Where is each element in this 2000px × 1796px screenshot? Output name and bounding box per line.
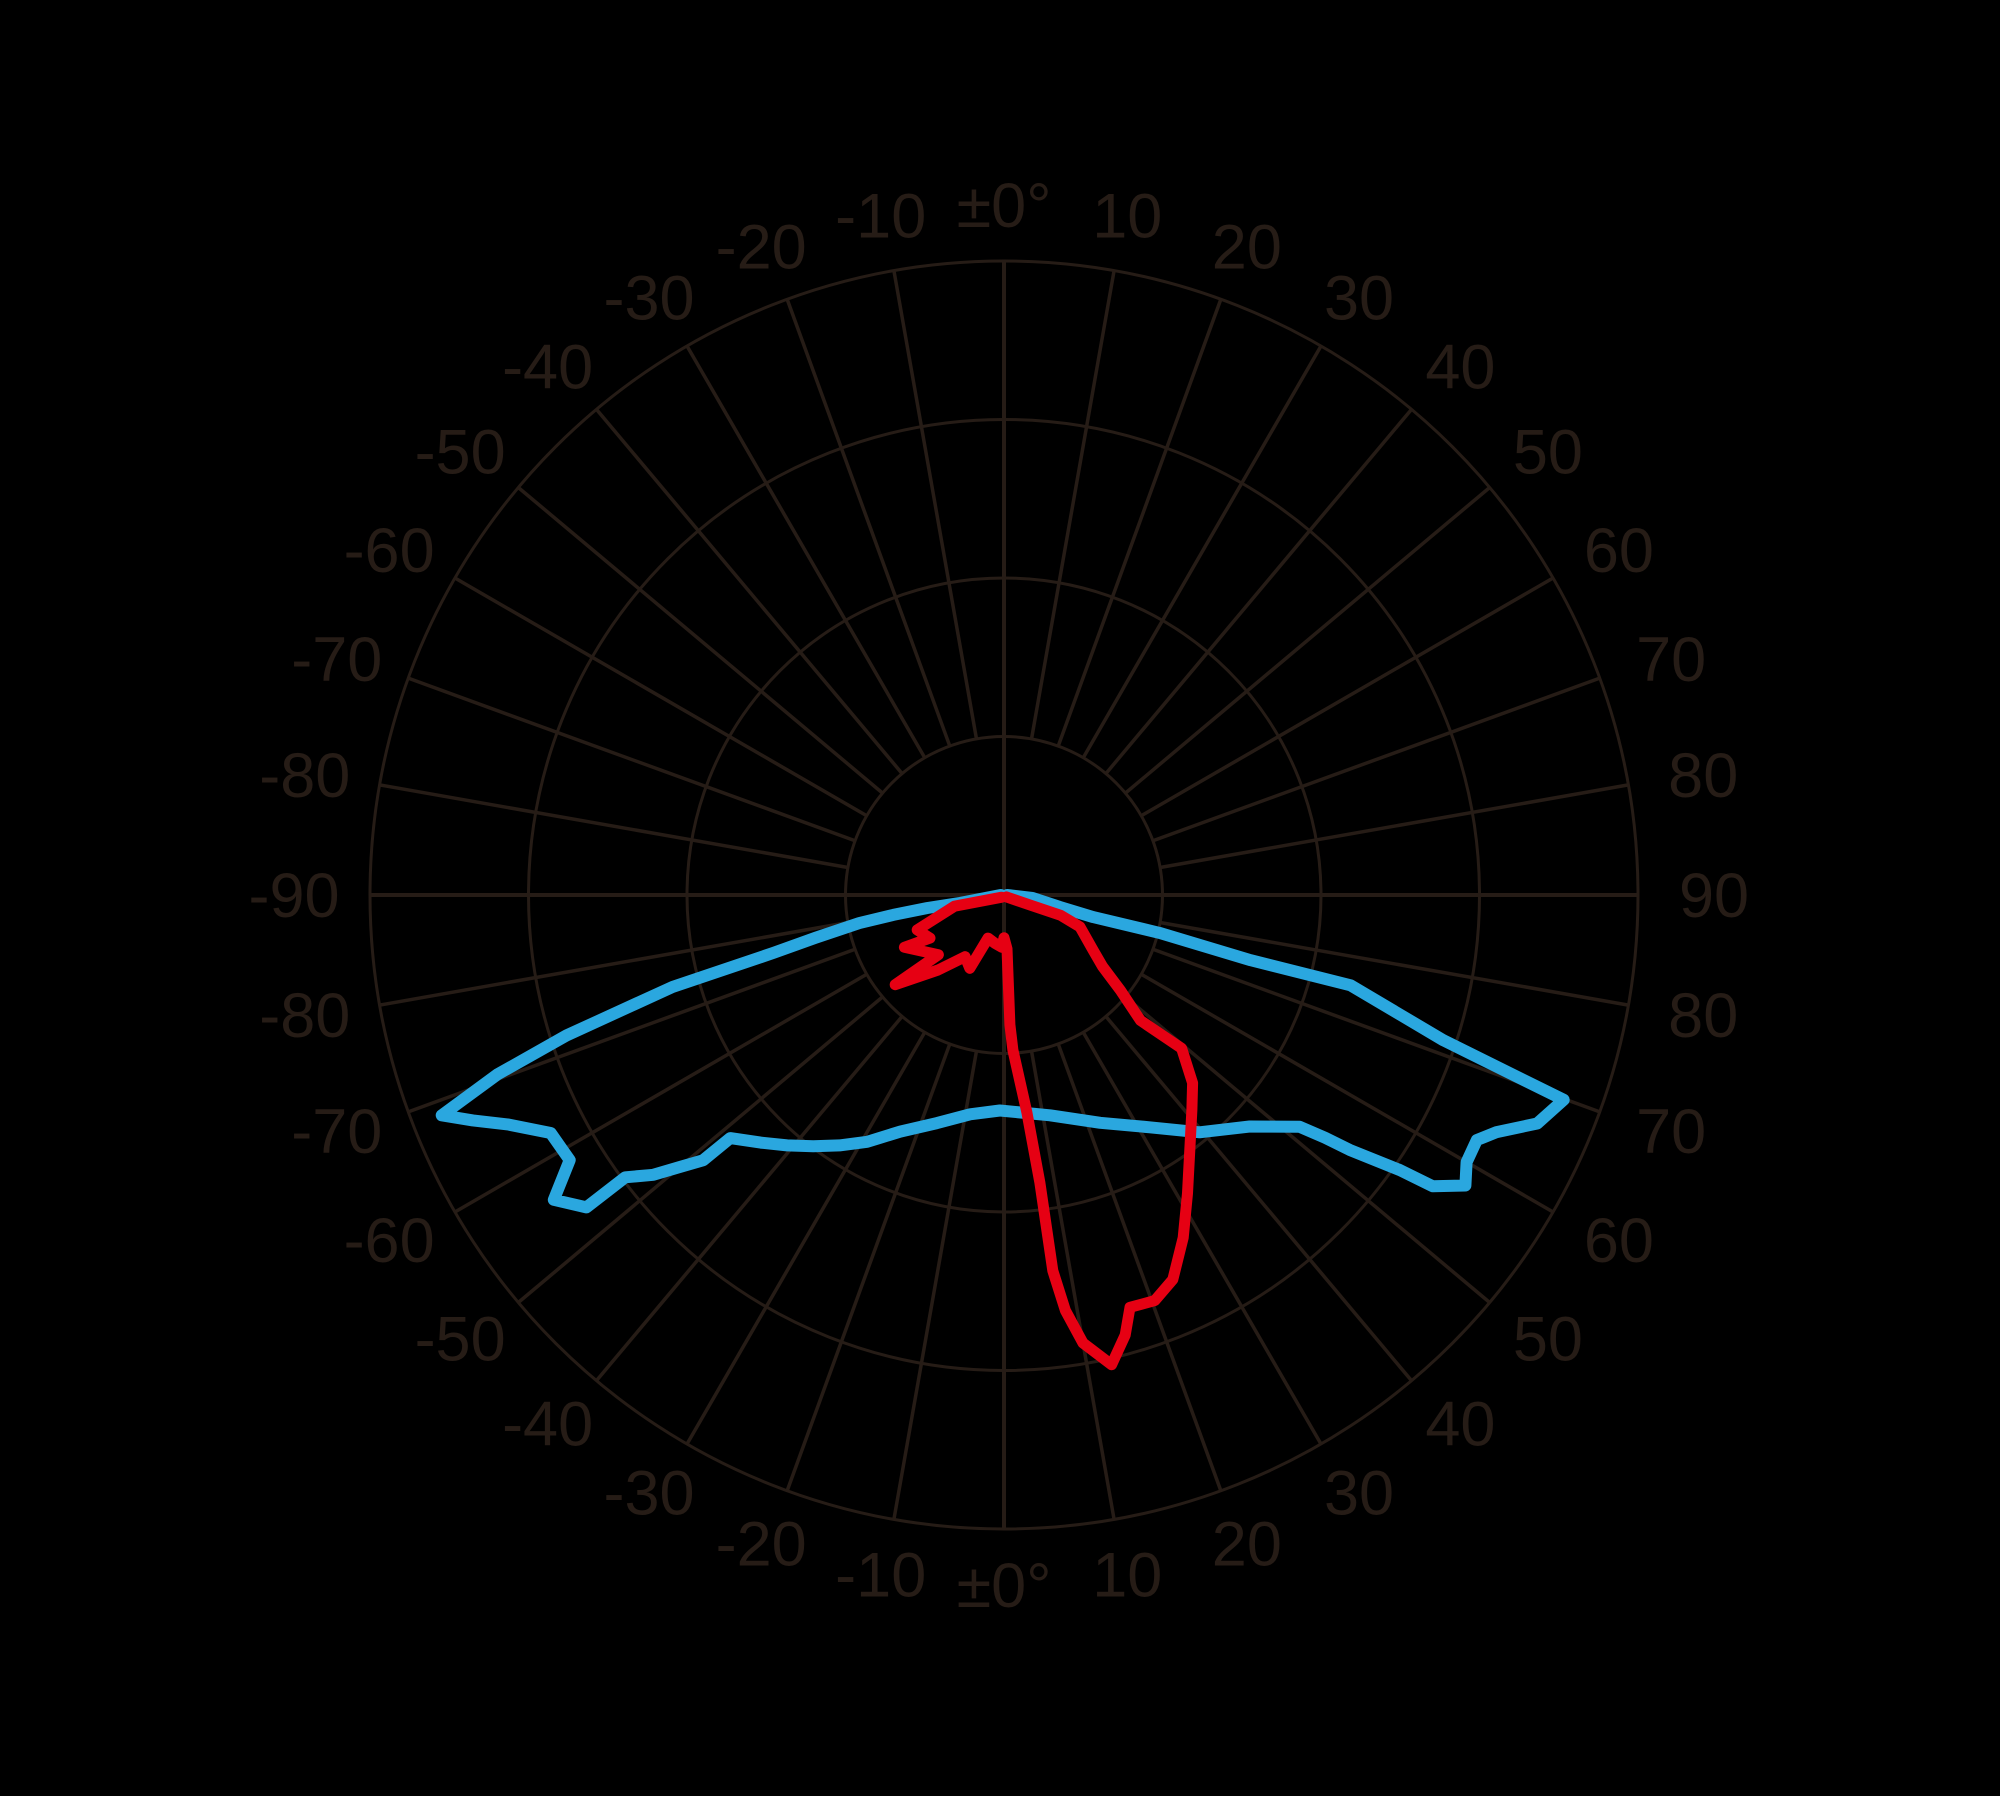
angle-label: 20 [1212,213,1282,283]
grid-radial-line [454,972,868,1214]
grid-radial-line [595,1015,904,1382]
grid-radial-line [379,920,849,1007]
angle-label: 50 [1513,418,1583,488]
blue-curve [435,889,1570,1214]
angle-label: -10 [835,1541,926,1611]
grid-radial-line [1029,270,1116,740]
grid-radial-line [892,270,979,740]
angle-label: -30 [603,263,694,333]
angle-label: -80 [259,981,350,1051]
grid-radial-line [1124,486,1491,795]
grid-radial-line [407,676,856,843]
angle-label: -20 [716,213,807,283]
grid-radial-line [685,345,927,759]
angle-label: -80 [259,741,350,811]
grid-radial-line [785,298,952,747]
red-curve [889,891,1199,1371]
angle-label: 80 [1668,981,1738,1051]
angle-label: -40 [502,332,593,402]
angle-label: 70 [1636,625,1706,695]
angle-label: ±0° [957,1551,1052,1621]
grid-radial-line [517,486,884,795]
grid-radial-line [1104,408,1413,775]
angle-label: 30 [1324,263,1394,333]
angle-label: 10 [1092,1541,1162,1611]
angle-label: -10 [835,182,926,252]
angle-label: 80 [1668,741,1738,811]
angle-label: 70 [1636,1097,1706,1167]
angle-label: -50 [415,418,506,488]
grid-radial-line [517,995,884,1304]
grid-radial-line [1152,676,1601,843]
grid-radial-line [454,576,868,818]
angle-label: 10 [1092,182,1162,252]
angle-label: -70 [291,1097,382,1167]
angle-label: ±0° [957,171,1052,241]
grid-radial-line [1081,345,1323,759]
angle-label: -60 [344,516,435,586]
angle-label: -50 [415,1305,506,1375]
angle-label: -70 [291,625,382,695]
grid-radial-line [1159,783,1629,870]
angle-label: 40 [1425,332,1495,402]
angle-label: 60 [1584,1206,1654,1276]
grid-radial-line [892,1050,979,1520]
angle-label: -30 [603,1459,694,1529]
angle-label: 50 [1513,1305,1583,1375]
grid-radial-line [1140,972,1554,1214]
grid-radial-line [1029,1050,1116,1520]
angle-label: -90 [248,861,339,931]
angle-label: 90 [1679,861,1749,931]
grid-radial-line [379,783,849,870]
grid-radial-line [1140,576,1554,818]
grid-radial-line [1056,298,1223,747]
grid-radial-line [1159,920,1629,1007]
angle-label: 60 [1584,516,1654,586]
angle-label: -40 [502,1390,593,1460]
grid-radial-line [595,408,904,775]
grid-radial-line [785,1043,952,1492]
angle-label: -20 [716,1509,807,1579]
grid-radial-line [1081,1031,1323,1445]
angle-label: -60 [344,1206,435,1276]
grid-radial-line [685,1031,927,1445]
angle-label: 30 [1324,1459,1394,1529]
grid-radial-line [1104,1015,1413,1382]
angle-label: 40 [1425,1390,1495,1460]
angle-label: 20 [1212,1509,1282,1579]
